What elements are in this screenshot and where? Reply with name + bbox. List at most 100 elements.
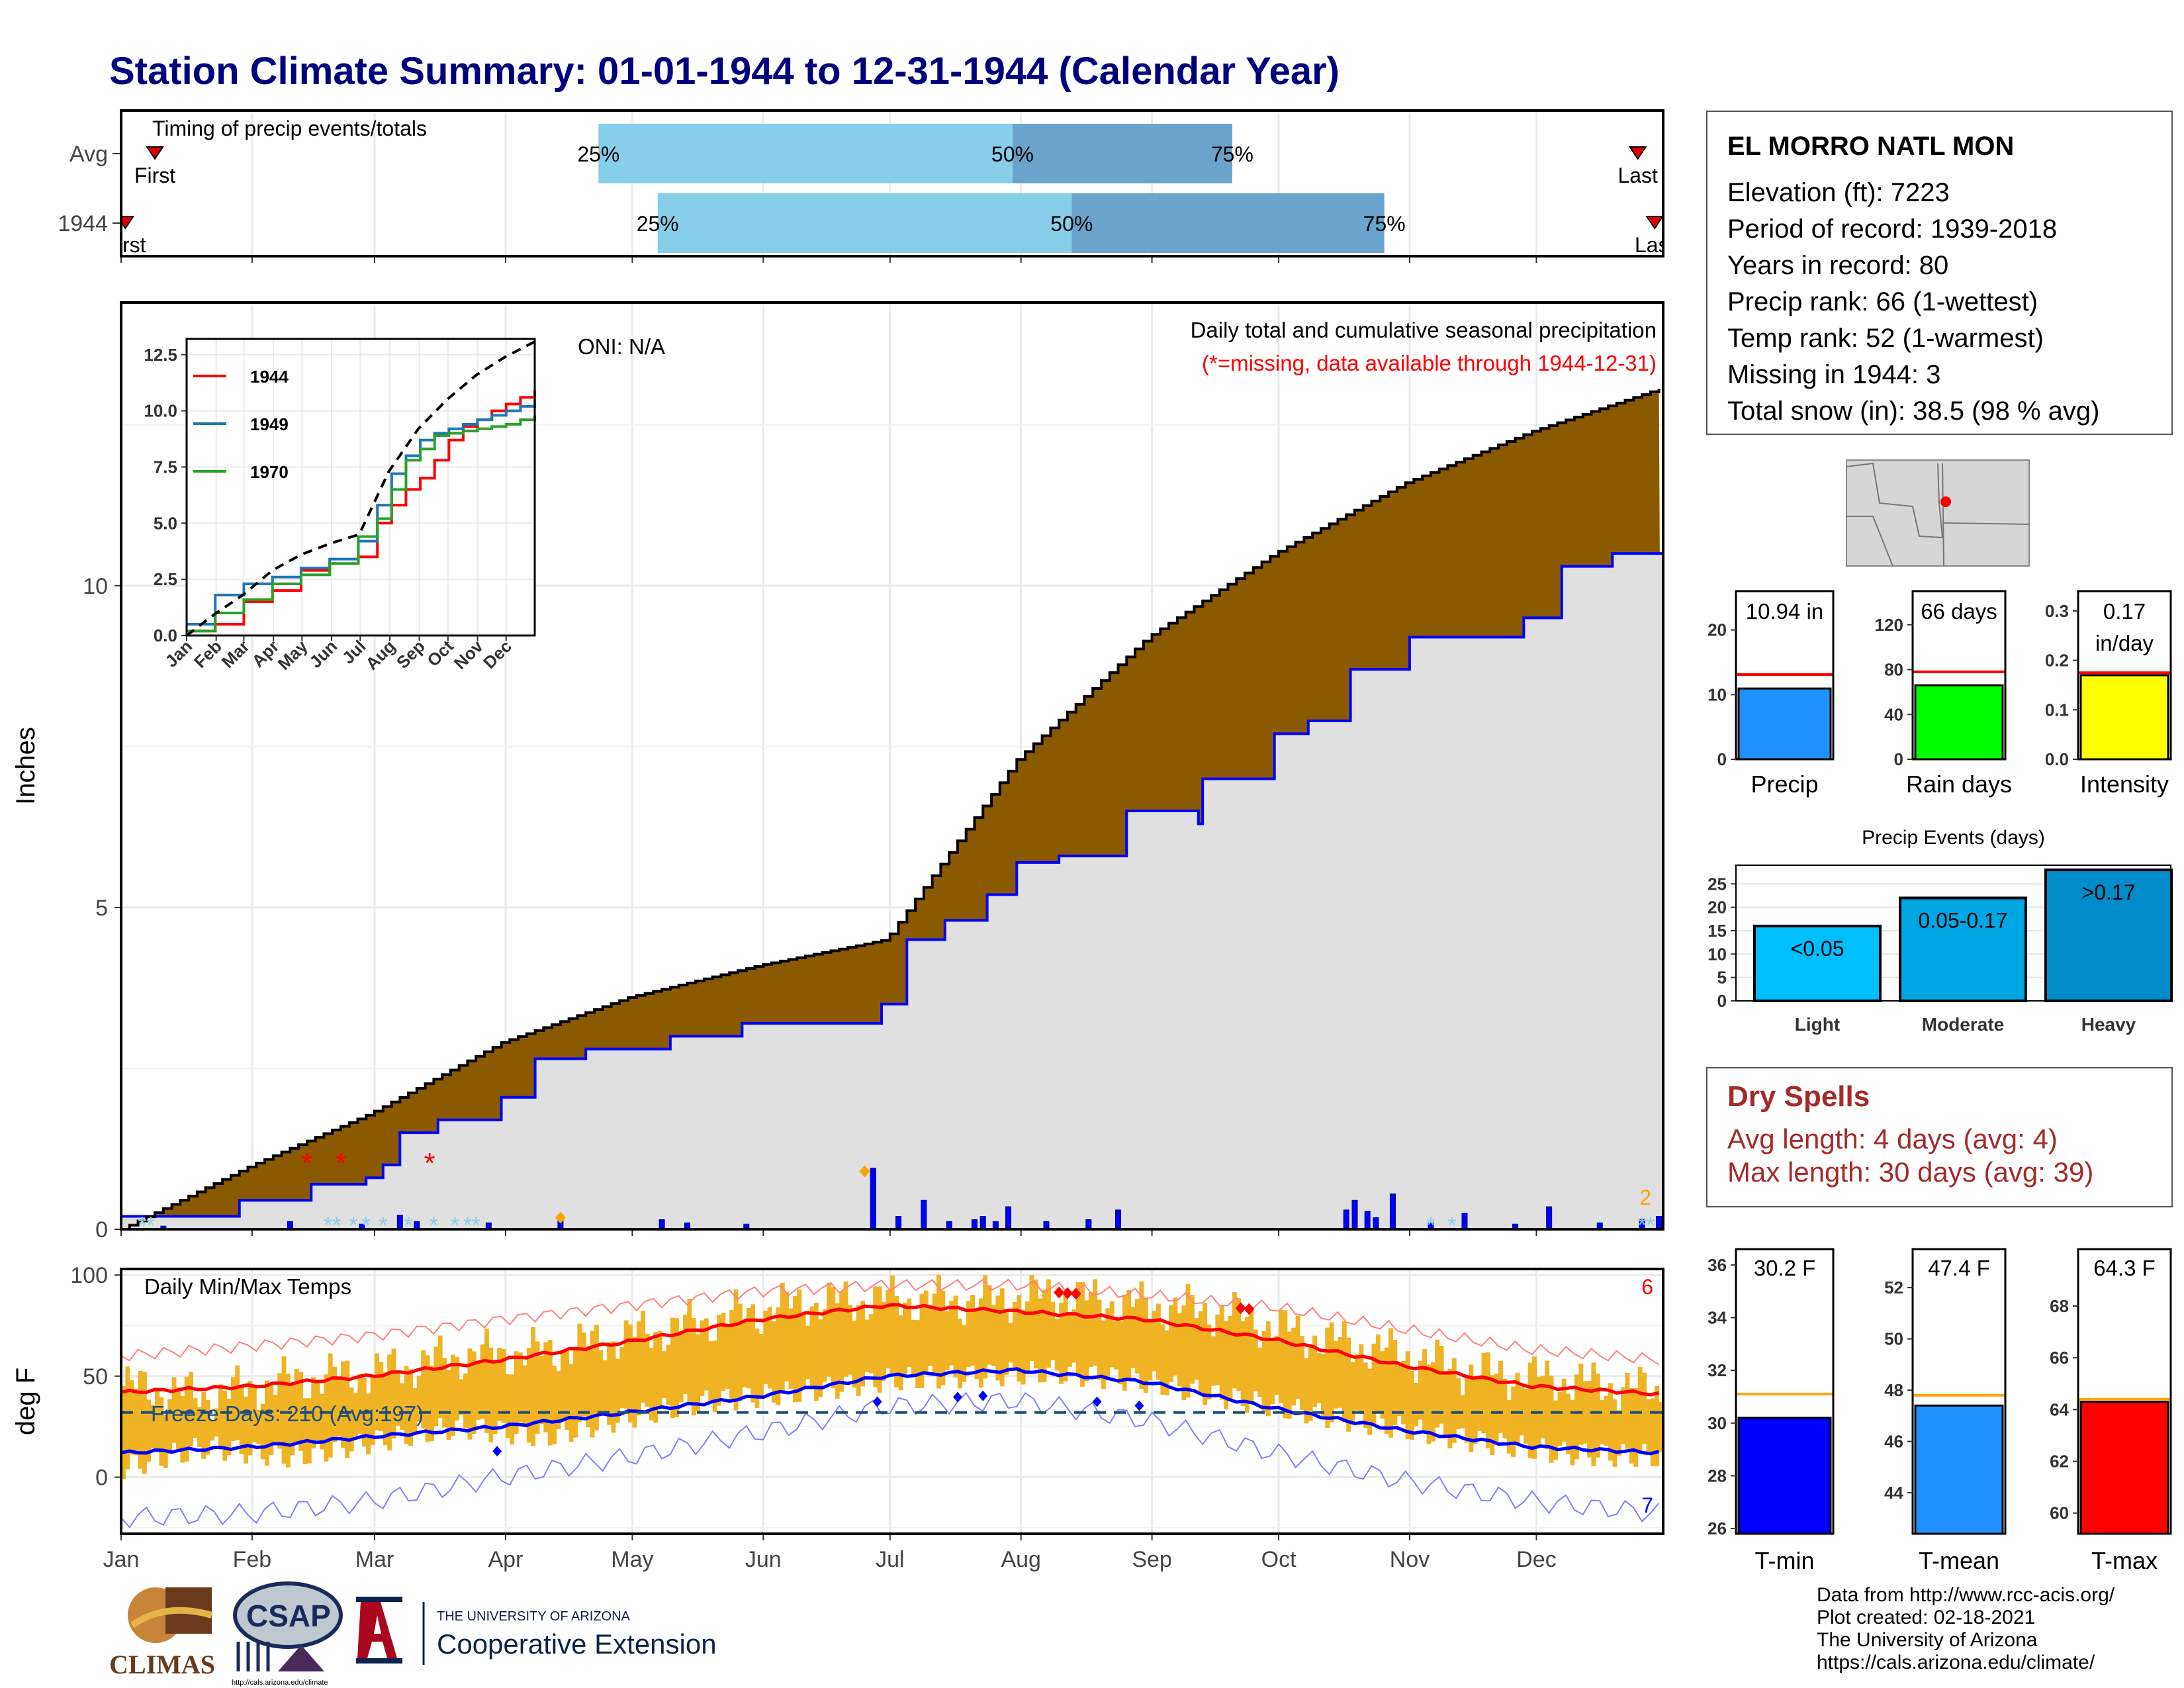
temp-daily-bar — [1443, 1371, 1448, 1437]
snow-day-marker: * — [1637, 1213, 1646, 1238]
ua-logo-small-text: THE UNIVERSITY OF ARIZONA — [437, 1609, 631, 1624]
temp-daily-bar — [776, 1307, 781, 1405]
events-category-label: Heavy — [2081, 1014, 2136, 1035]
temp-x-tick-label: Jan — [103, 1547, 140, 1572]
temp-daily-bar — [285, 1374, 291, 1468]
timing-frame — [120, 109, 1664, 258]
temp-daily-bar — [1084, 1300, 1089, 1382]
inset-series-line-1949 — [187, 399, 536, 626]
temp-daily-bar — [226, 1398, 232, 1456]
record-high-marker — [1235, 1302, 1246, 1315]
temp-daily-bar — [809, 1306, 815, 1389]
temp-daily-bar — [210, 1420, 214, 1441]
temp-daily-bar — [987, 1285, 992, 1365]
temp-daily-bar — [146, 1399, 152, 1462]
snow-day-marker: * — [324, 1213, 332, 1238]
temp-daily-bar — [1114, 1321, 1119, 1370]
temp-daily-bar — [150, 1405, 156, 1449]
temp-daily-bar — [408, 1369, 413, 1446]
temp-daily-bar — [121, 1386, 126, 1479]
temp-daily-bar — [657, 1331, 662, 1409]
temp-daily-bar — [1540, 1376, 1545, 1439]
summary-panel-name: T-max — [2091, 1547, 2158, 1574]
summary-y-tick-label: 34 — [1707, 1308, 1727, 1328]
temp-daily-bar — [666, 1344, 671, 1405]
temp-daily-bar — [974, 1309, 979, 1380]
temp-daily-bar — [1063, 1295, 1068, 1382]
inset-legend-label: 1970 — [250, 462, 289, 482]
temp-daily-bar — [1371, 1343, 1377, 1425]
temp-daily-bar — [1118, 1321, 1123, 1385]
inset-series-line-1970 — [187, 415, 536, 633]
temp-daily-bar — [294, 1368, 299, 1444]
temp-daily-bar — [1093, 1279, 1098, 1366]
temp-daily-bar — [1042, 1289, 1047, 1382]
summary-bar-Rain days — [1914, 684, 2004, 761]
temp-daily-bar — [1312, 1335, 1318, 1407]
temp-daily-bar — [860, 1301, 866, 1387]
temp-daily-bar — [138, 1370, 143, 1469]
summary-y-tick-label: 36 — [1707, 1255, 1727, 1275]
temp-daily-bar — [134, 1388, 139, 1456]
temp-daily-bar — [970, 1295, 975, 1366]
inset-y-tick-label: 10.0 — [144, 401, 177, 421]
locator-map — [1846, 459, 2030, 567]
temp-daily-bar — [886, 1289, 891, 1369]
temp-daily-bar — [416, 1376, 422, 1422]
temp-daily-bar — [459, 1379, 464, 1415]
temp-daily-bar — [1071, 1309, 1077, 1363]
snow-day-marker: * — [430, 1213, 438, 1238]
temp-daily-bar — [1080, 1282, 1085, 1387]
temp-daily-bar — [1257, 1347, 1263, 1397]
temp-daily-bar — [928, 1305, 933, 1366]
temp-daily-bar — [1097, 1299, 1102, 1380]
temp-daily-bar — [1532, 1356, 1537, 1459]
temp-daily-bar — [518, 1352, 523, 1423]
temp-daily-bar — [1578, 1363, 1584, 1445]
temp-daily-bar — [1004, 1311, 1009, 1375]
summary-y-tick-label: 52 — [1884, 1278, 1903, 1297]
station-temp-rank: Temp rank: 52 (1-warmest) — [1727, 324, 2044, 353]
dry-spells-title: Dry Spells — [1727, 1080, 1870, 1113]
temp-daily-bar — [1582, 1381, 1588, 1444]
temp-daily-bar — [260, 1403, 265, 1460]
temp-daily-bar — [1553, 1400, 1558, 1460]
temp-daily-bar — [780, 1282, 785, 1392]
temp-daily-bar — [1228, 1315, 1233, 1401]
footer-line-data: Data from http://www.rcc-acis.org/ — [1817, 1584, 2115, 1606]
temp-daily-bar — [379, 1362, 384, 1432]
temp-daily-bar — [847, 1305, 852, 1375]
ua-logo-big-text: Cooperative Extension — [437, 1628, 717, 1660]
timing-last-label: Last — [1617, 164, 1658, 187]
temp-daily-bar — [868, 1314, 874, 1374]
timing-first-marker — [146, 146, 164, 160]
temp-daily-bar — [751, 1304, 756, 1403]
temp-daily-bar — [1050, 1301, 1056, 1360]
temp-daily-bar — [1646, 1399, 1651, 1452]
temp-daily-bar — [1426, 1364, 1432, 1444]
footer-line-url: https://cals.arizona.edu/climate/ — [1817, 1652, 2095, 1673]
temp-daily-bar — [1122, 1294, 1127, 1391]
summary-panel-name: T-mean — [1919, 1547, 1999, 1574]
events-y-tick-label: 10 — [1707, 944, 1727, 964]
temp-daily-bar — [725, 1325, 730, 1389]
temp-daily-bar — [983, 1275, 988, 1379]
oni-label: ONI: N/A — [578, 334, 665, 359]
summary-y-tick-label: 30 — [1707, 1413, 1727, 1433]
inset-frame — [185, 338, 536, 637]
temp-daily-bar — [936, 1274, 941, 1389]
temp-daily-bar — [1574, 1374, 1579, 1460]
temp-daily-bar — [353, 1393, 358, 1436]
temp-daily-bar — [822, 1309, 827, 1382]
temp-daily-bar — [302, 1398, 308, 1464]
temp-daily-bar — [552, 1366, 557, 1444]
temp-x-tick-label: Nov — [1390, 1547, 1430, 1572]
summary-y-tick-label: 28 — [1707, 1466, 1727, 1485]
temp-daily-bar — [991, 1305, 996, 1366]
temp-daily-bar — [311, 1377, 316, 1449]
temp-daily-bar — [953, 1295, 958, 1378]
temp-daily-bar — [1545, 1360, 1550, 1450]
summary-y-tick-label: 0.1 — [2045, 700, 2069, 720]
temp-daily-bar — [197, 1407, 202, 1447]
climas-logo: CLIMAS — [109, 1587, 215, 1679]
